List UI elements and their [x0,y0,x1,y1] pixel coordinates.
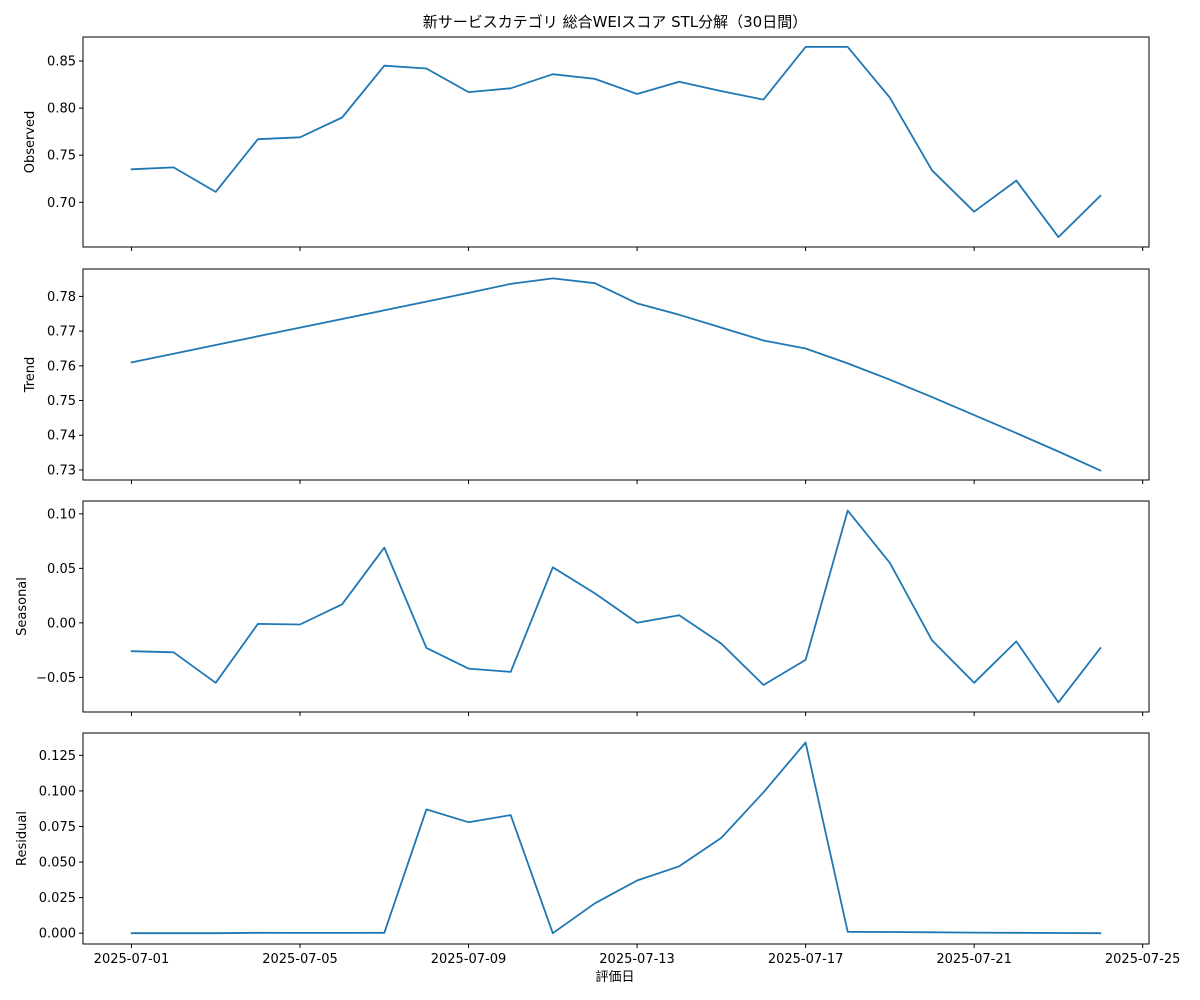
y-tick-label: 0.73 [47,463,76,478]
x-tick-label: 2025-07-25 [1105,952,1181,967]
y-tick-label: 0.74 [47,429,76,444]
y-tick-label: 0.125 [39,749,76,764]
subplot-observed: 0.70 0.75 0.80 0.85 Observed [23,36,1150,251]
y-tick-label: −0.05 [36,671,76,686]
x-tick-label: 2025-07-01 [94,952,170,967]
y-axis-label: Seasonal [15,577,30,636]
series-line [130,741,1102,935]
series-line [130,277,1102,472]
y-tick-label: 0.76 [47,359,76,374]
y-axis-label: Trend [23,357,38,394]
y-tick-label: 0.85 [47,55,76,70]
x-axis-label: 評価日 [595,970,634,985]
series-line [130,509,1102,704]
y-tick-label: 0.050 [39,856,76,871]
figure-title: 新サービスカテゴリ 総合WEIスコア STL分解（30日間） [423,13,807,31]
x-tick-label: 2025-07-09 [431,952,507,967]
y-tick-label: 0.100 [39,784,76,799]
y-tick-label: 0.025 [39,891,76,906]
axes-frame [82,268,1150,481]
y-axis-label: Residual [15,811,30,866]
x-tick-label: 2025-07-13 [599,952,675,967]
axes-frame [82,36,1150,248]
y-tick-label: 0.10 [47,507,76,522]
y-tick-label: 0.00 [47,616,76,631]
subplot-trend: 0.73 0.74 0.75 0.76 0.77 0.78 Trend [23,268,1150,484]
y-tick-label: 0.80 [47,102,76,117]
y-tick-label: 0.70 [47,196,76,211]
y-tick-label: 0.78 [47,290,76,305]
x-tick-label: 2025-07-21 [936,952,1012,967]
axes-frame [82,500,1150,713]
y-tick-label: 0.05 [47,562,76,577]
subplot-panels: 0.70 0.75 0.80 0.85 Observed 0.73 0.74 0.75 0.76… [15,36,1181,967]
y-tick-label: 0.77 [47,325,76,340]
y-tick-label: 0.75 [47,394,76,409]
series-line [130,46,1102,239]
y-tick-label: 0.75 [47,149,76,164]
y-tick-label: 0.075 [39,820,76,835]
y-tick-label: 0.000 [39,927,76,942]
x-tick-label: 2025-07-17 [768,952,844,967]
subplot-residual: 0.000 0.025 0.050 0.075 0.100 0.125 2025-07-01… [15,732,1181,967]
x-tick-label: 2025-07-05 [262,952,338,967]
y-axis-label: Observed [23,111,38,174]
axes-frame [82,732,1150,945]
subplot-seasonal: −0.05 0.00 0.05 0.10 Seasonal [15,500,1150,716]
